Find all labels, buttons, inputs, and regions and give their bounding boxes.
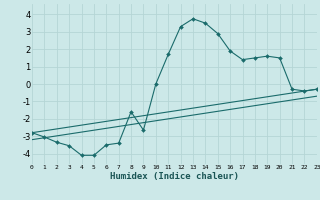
X-axis label: Humidex (Indice chaleur): Humidex (Indice chaleur) <box>110 172 239 181</box>
